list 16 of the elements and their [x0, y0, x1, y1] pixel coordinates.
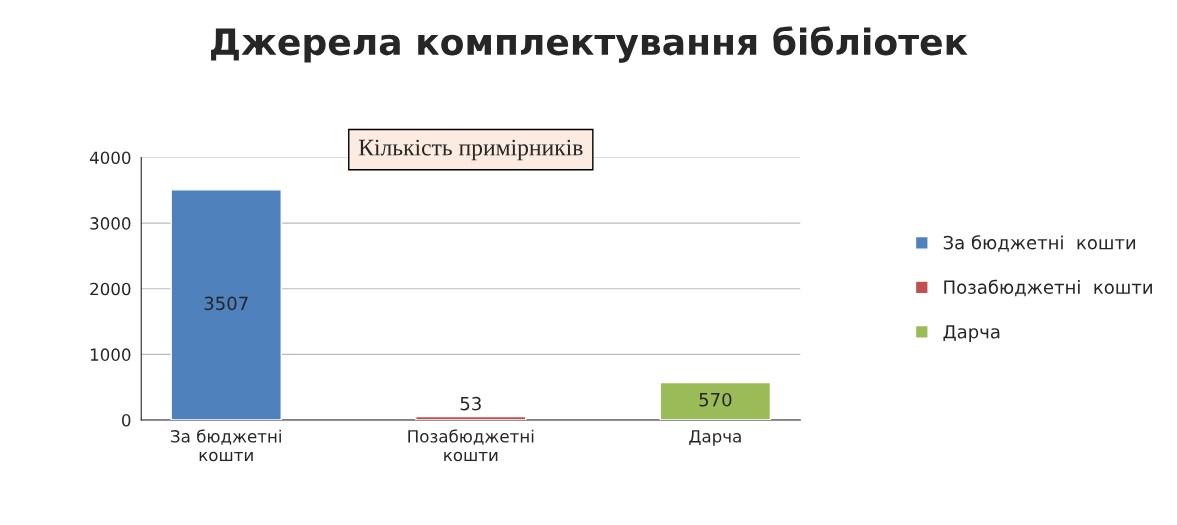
y-tick-label: 1000 [90, 348, 131, 361]
x-tick-label: За бюджетні кошти [171, 429, 281, 462]
x-tick-label: Дарча [689, 430, 741, 446]
legend-label: За бюджетні кошти [943, 235, 1136, 252]
annotation: Кількість примірників [358, 139, 583, 161]
y-tick-label: 2000 [90, 282, 131, 296]
y-tick-label: 4000 [89, 151, 131, 165]
data-label: 3507 [204, 296, 248, 311]
legend-label: Позабюджетні кошти [944, 279, 1152, 297]
y-tick-label: 0 [122, 413, 131, 427]
chart-title: Джерела комплектування бібліотек [211, 26, 968, 63]
x-tick-label: Позабюджетні кошти [408, 429, 534, 462]
data-label: 53 [460, 396, 481, 411]
legend-label: Дарча [943, 325, 1000, 343]
data-label: 570 [699, 392, 732, 407]
y-tick-label: 3000 [90, 217, 131, 230]
